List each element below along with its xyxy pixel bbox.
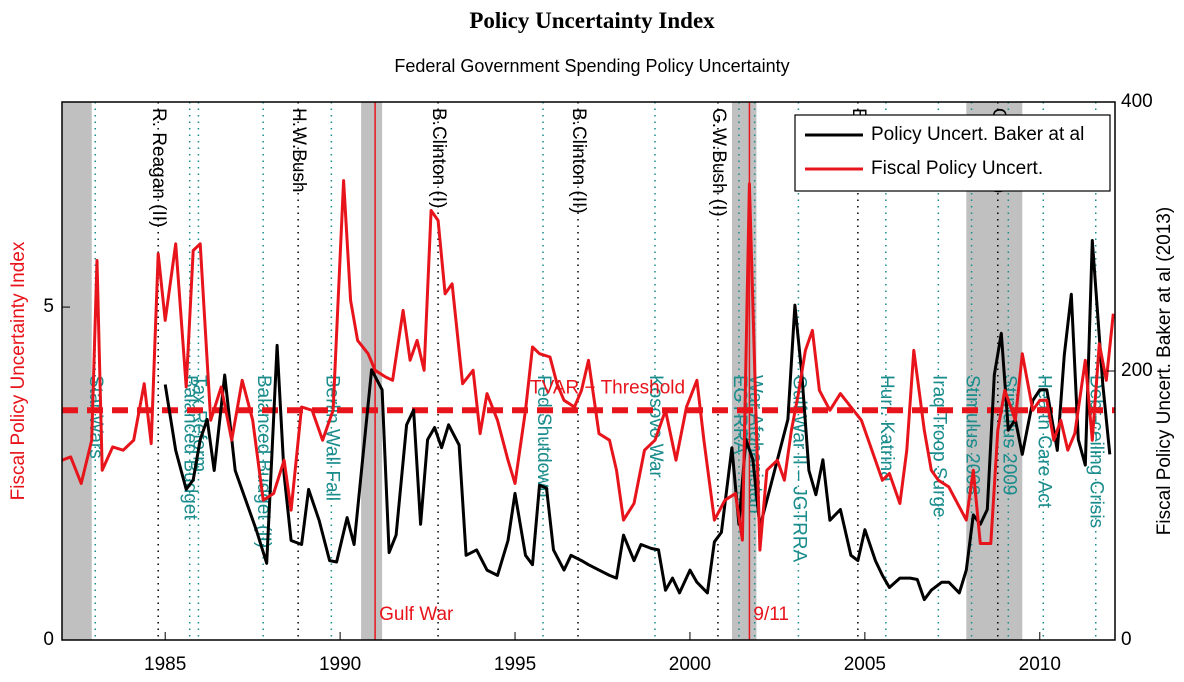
data-line	[163, 239, 1112, 602]
event-label: Stimulus 2009	[998, 375, 1019, 495]
legend-box	[794, 114, 1111, 192]
event-label: Gulf War	[379, 604, 454, 625]
x-tick-label: 1985	[144, 654, 186, 675]
event-label: Berlin Wall Fall	[321, 375, 342, 501]
x-tick-label: 2010	[1019, 654, 1061, 675]
recession-band	[62, 102, 92, 640]
y2-tick-label: 400	[1121, 91, 1153, 112]
event-label: Gulf War II – JGTRRA	[788, 375, 809, 563]
y-tick-label: 0	[43, 629, 54, 650]
event-label: Kosovo War	[645, 375, 666, 478]
x-tick-label: 1995	[494, 654, 536, 675]
y-axis-label: Fiscal Policy Uncertainty Index	[8, 241, 29, 500]
chart-subtitle: Federal Government Spending Policy Uncer…	[394, 56, 789, 76]
event-label: G.W.Bush (I)	[708, 108, 729, 217]
y2-tick-label: 200	[1121, 360, 1153, 381]
chart-title: Policy Uncertainty Index	[469, 8, 715, 33]
threshold-label: TVAR − Threshold	[530, 377, 685, 398]
event-label: Hurr. Katrina	[876, 375, 897, 482]
legend-label: Policy Uncert. Baker at al	[871, 124, 1084, 145]
event-label: R. Reagan (II)	[148, 108, 169, 227]
x-tick-label: 2000	[669, 654, 711, 675]
recession-band	[731, 102, 757, 640]
data-line	[61, 179, 1115, 552]
event-label: Tax Reform	[188, 375, 209, 472]
event-label: Stimulus 2008	[962, 375, 983, 495]
x-tick-label: 2005	[844, 654, 886, 675]
y2-tick-label: 0	[1121, 629, 1132, 650]
x-tick-label: 1990	[319, 654, 361, 675]
y-tick-label: 5	[43, 296, 54, 317]
event-label: H.W.Bush	[288, 108, 309, 192]
event-label: B.Clinton (II)	[568, 108, 589, 214]
event-label: 9/11	[753, 604, 789, 625]
event-label: B.Clinton (I)	[428, 108, 449, 208]
event-label: Fed Shutdown	[533, 375, 554, 498]
y2-axis-label: Fiscal Policy Uncert. Baker at al (2013)	[1154, 207, 1175, 535]
legend-label: Fiscal Policy Uncert.	[871, 158, 1043, 179]
event-label: Iraq Troop Surge	[928, 375, 949, 518]
